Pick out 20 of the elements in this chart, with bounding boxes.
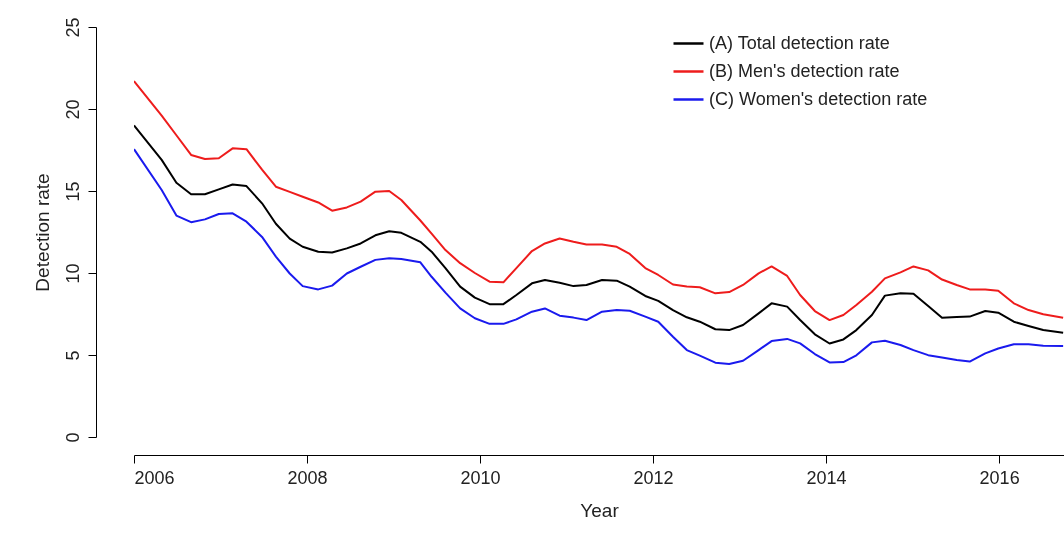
x-tick-label: 2010 xyxy=(460,467,501,488)
legend-label: (A) Total detection rate xyxy=(709,32,890,53)
y-tick-label: 0 xyxy=(62,432,83,443)
line-series xyxy=(134,80,1064,322)
y-axis-title: Detection rate xyxy=(31,173,53,292)
x-tick-label: 2016 xyxy=(979,467,1020,488)
line-series xyxy=(134,148,1064,366)
y-tick-label: 10 xyxy=(62,263,83,284)
x-axis-title: Year xyxy=(580,499,620,521)
legend-label: (C) Women's detection rate xyxy=(709,88,928,109)
line-series xyxy=(134,124,1064,345)
x-tick-label: 2006 xyxy=(134,467,175,488)
y-tick-label: 25 xyxy=(62,17,83,38)
y-tick-label: 20 xyxy=(62,99,83,120)
x-tick-label: 2014 xyxy=(806,467,847,488)
y-tick-label: 15 xyxy=(62,181,83,202)
x-tick-label: 2008 xyxy=(287,467,328,488)
y-tick-label: 5 xyxy=(62,350,83,361)
x-tick-label: 2012 xyxy=(633,467,674,488)
legend-label: (B) Men's detection rate xyxy=(709,60,900,81)
